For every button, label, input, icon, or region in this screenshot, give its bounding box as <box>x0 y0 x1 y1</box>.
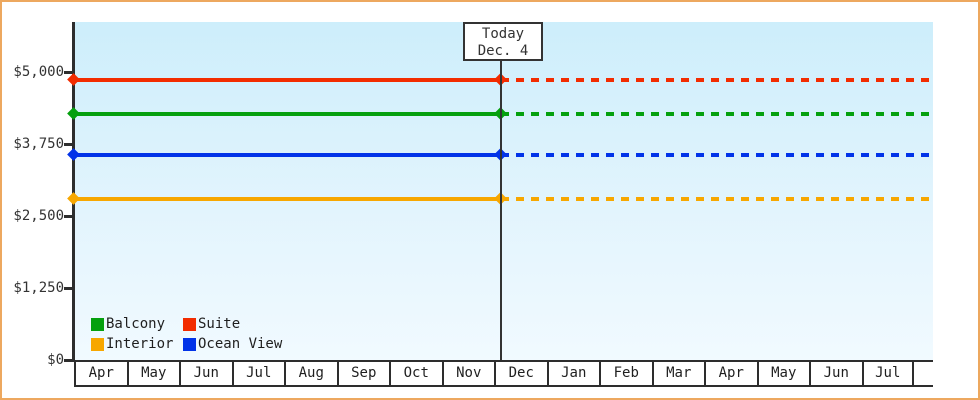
series-line-solid-suite <box>74 78 501 82</box>
legend-swatch-icon <box>91 317 104 331</box>
chart-plot-area <box>74 22 933 360</box>
series-line-dashed-ocean-view <box>501 153 933 157</box>
legend-label: Balcony <box>106 316 166 332</box>
month-cell: Mar <box>651 362 705 385</box>
legend: Balcony Suite Interior Ocean View <box>91 314 282 354</box>
month-cell: Apr <box>74 362 127 385</box>
series-line-solid-interior <box>74 197 501 201</box>
x-axis-month-row: Apr May Jun Jul Aug Sep Oct Nov Dec Jan Feb Mar Apr M… <box>74 360 933 387</box>
y-tick-mark <box>64 215 74 218</box>
legend-item-interior: Interior <box>91 334 183 354</box>
today-vertical-line <box>500 61 502 362</box>
month-cell: Feb <box>599 362 652 385</box>
y-tick-label: $5,000 <box>13 64 64 80</box>
series-line-dashed-balcony <box>501 112 933 116</box>
y-tick-label: $1,250 <box>13 280 64 296</box>
month-cell: Jun <box>809 362 862 385</box>
month-cell: Nov <box>441 362 495 385</box>
month-cell: Jul <box>861 362 914 385</box>
y-tick-label: $0 <box>47 352 64 368</box>
legend-label: Ocean View <box>198 336 283 352</box>
month-cell: May <box>756 362 810 385</box>
series-line-dashed-interior <box>501 197 933 201</box>
legend-swatch-icon <box>91 337 104 351</box>
month-cell: Jun <box>179 362 232 385</box>
month-cell: Oct <box>389 362 442 385</box>
month-row-filler <box>914 362 933 385</box>
y-tick-label: $3,750 <box>13 136 64 152</box>
y-tick-mark <box>64 143 74 146</box>
series-line-dashed-suite <box>501 78 933 82</box>
month-cell: Dec <box>494 362 547 385</box>
month-cell: Jan <box>546 362 600 385</box>
month-cell: Sep <box>336 362 390 385</box>
month-cell: May <box>126 362 180 385</box>
y-tick-mark <box>64 287 74 290</box>
series-line-solid-ocean-view <box>74 153 501 157</box>
y-tick-mark <box>64 359 74 362</box>
today-label: Today <box>481 26 525 42</box>
legend-item-suite: Suite <box>183 314 282 334</box>
month-cell: Apr <box>704 362 757 385</box>
legend-item-balcony: Balcony <box>91 314 183 334</box>
legend-label: Interior <box>106 336 174 352</box>
month-cell: Jul <box>231 362 285 385</box>
y-tick-label: $2,500 <box>13 208 64 224</box>
legend-swatch-icon <box>183 337 196 351</box>
y-axis-line <box>72 22 75 362</box>
y-tick-mark <box>64 71 74 74</box>
legend-item-ocean-view: Ocean View <box>183 334 282 354</box>
series-line-solid-balcony <box>74 112 501 116</box>
legend-swatch-icon <box>183 317 196 331</box>
legend-label: Suite <box>198 316 241 332</box>
month-cell: Aug <box>284 362 337 385</box>
today-marker-box: Today Dec. 4 <box>463 22 543 61</box>
today-date-label: Dec. 4 <box>477 43 529 59</box>
